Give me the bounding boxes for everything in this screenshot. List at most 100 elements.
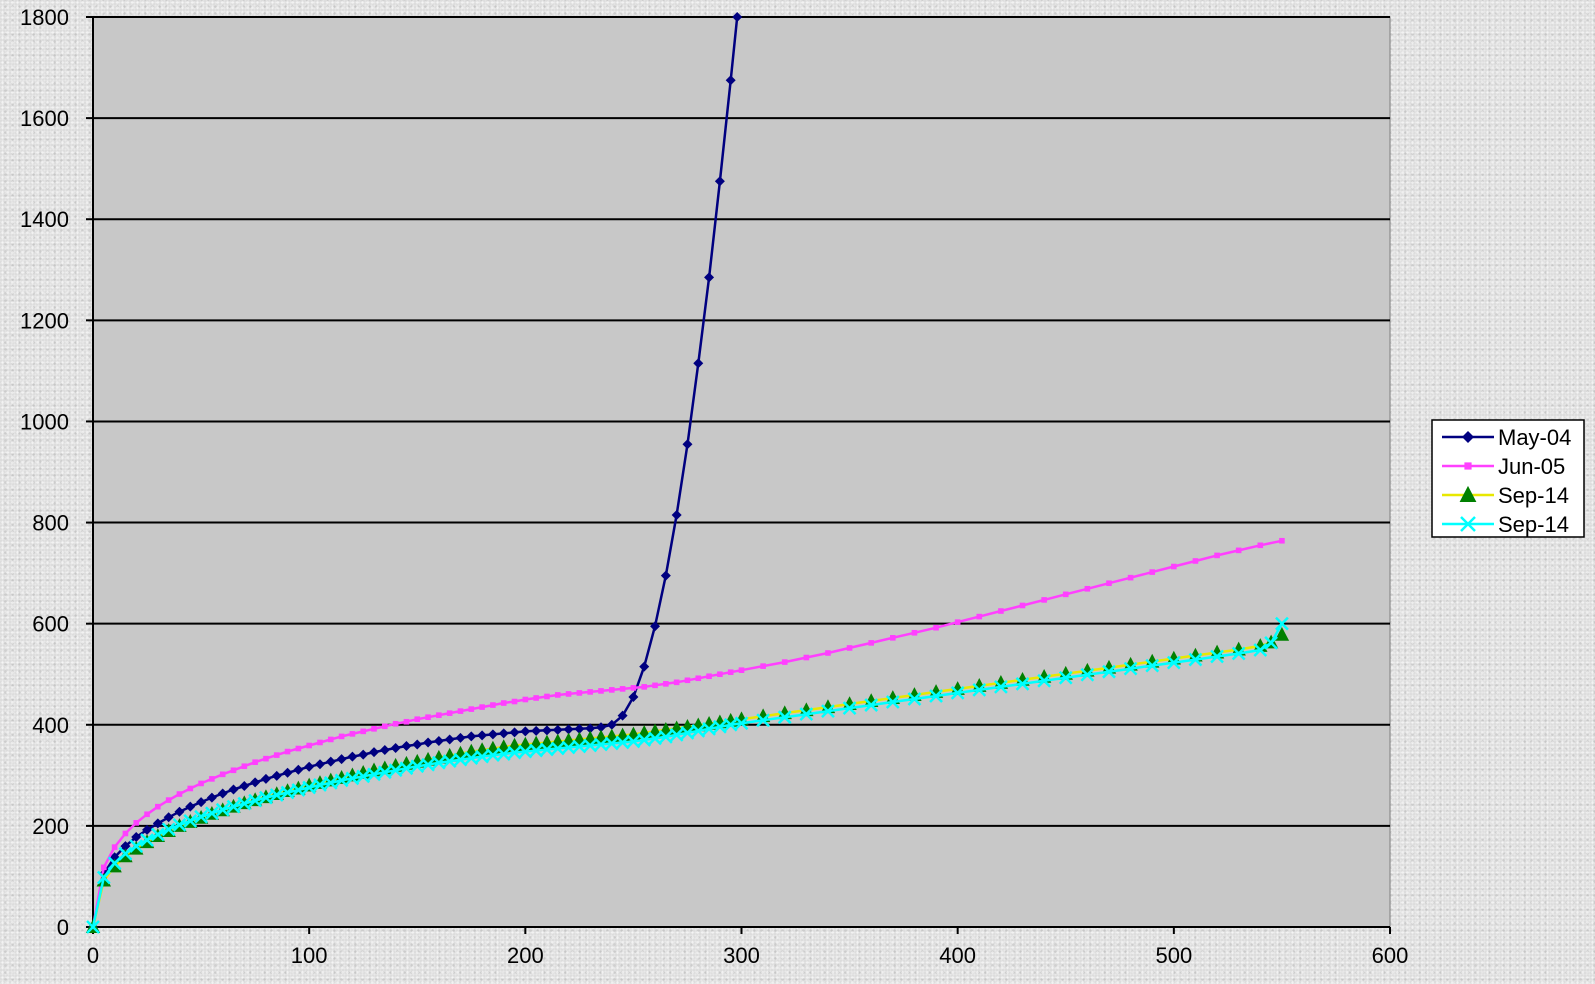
x-tick-label: 500 [1155,943,1192,968]
data-point [652,682,658,689]
data-point [554,692,561,698]
data-point [976,613,983,620]
data-point [187,785,194,792]
data-point [760,663,766,669]
data-point [271,770,282,781]
y-tick-label: 1400 [20,207,69,232]
data-point [1279,537,1285,544]
data-point [185,801,196,812]
data-point [133,820,140,826]
data-point [241,763,248,770]
series-4 [86,616,1289,934]
data-point [781,659,788,665]
data-point [598,688,604,694]
data-point [799,707,814,722]
data-point [163,812,174,823]
data-point [1210,649,1224,664]
data-point [423,737,434,748]
legend-swatch-marker [1462,431,1474,443]
data-point [325,756,336,767]
data-point [1080,667,1095,682]
data-point [217,788,228,799]
data-point [131,832,142,843]
data-point [237,796,252,811]
data-point [120,841,131,852]
data-point [550,741,565,756]
data-point [561,740,576,755]
data-point [327,736,334,743]
data-point [1106,580,1112,587]
data-point [382,723,388,730]
data-point [885,695,900,709]
data-point [486,748,500,762]
data-point [356,769,371,784]
data-point [734,716,749,731]
data-point [998,608,1004,614]
data-point [174,806,185,817]
data-point [477,730,488,741]
data-point [1062,591,1069,598]
data-point [314,759,325,770]
data-point [282,767,293,778]
data-point [1041,597,1047,603]
data-point [702,721,716,736]
data-point [392,720,399,727]
data-point [284,748,291,755]
data-point [313,778,327,792]
data-point [291,783,306,797]
data-point [367,767,381,782]
y-tick-label: 1200 [20,308,69,333]
data-point [442,754,457,769]
data-point [691,723,706,738]
data-point [1257,542,1264,549]
data-point [345,771,360,786]
x-tick-label: 0 [87,943,99,968]
data-point [658,730,673,744]
legend-label: Sep-14 [1498,512,1569,537]
data-point [803,654,810,661]
data-point [479,704,485,710]
data-point [868,640,874,646]
data-point [648,731,662,746]
data-point [717,671,723,678]
data-point [425,714,431,720]
data-point [693,358,704,369]
data-point [583,738,598,753]
data-point [842,701,857,715]
data-point [1264,635,1278,650]
data-point [306,742,312,749]
data-point [358,749,369,760]
data-point [498,728,509,739]
data-point [1274,626,1290,641]
data-point [302,780,317,795]
data-point [371,726,377,732]
data-point [293,764,304,775]
data-point [864,698,879,712]
legend-swatch-marker [1460,516,1476,532]
data-point [695,675,702,682]
data-point [520,726,531,737]
data-point [338,733,345,740]
data-point [152,818,163,829]
data-point [738,667,745,673]
series-layer [85,12,1290,934]
data-point [155,803,161,810]
data-point [412,739,423,750]
data-point [129,839,144,853]
data-point [574,723,585,734]
plot-area [92,16,1391,928]
data-point [431,755,446,770]
data-point [585,723,596,734]
data-point [259,790,273,805]
data-point [595,722,606,733]
data-point [165,797,172,803]
y-tick-label: 600 [32,612,69,637]
data-point [706,673,712,680]
data-point [280,785,295,800]
data-point [660,570,671,581]
data-point [911,629,918,636]
data-point [263,755,269,762]
data-point [194,809,208,824]
data-point [727,669,734,675]
data-point [509,727,520,738]
